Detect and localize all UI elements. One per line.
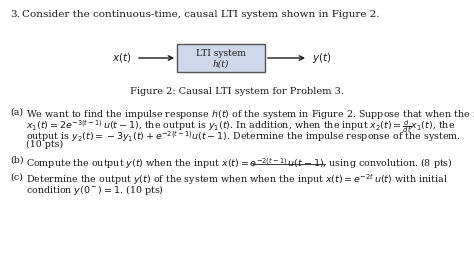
Text: 3.: 3.	[10, 10, 20, 19]
Text: (10 pts): (10 pts)	[26, 140, 63, 149]
Text: $x_1(t) = 2e^{-3(t-1)}\,u(t-1)$, the output is $y_1(t)$. In addition, when the i: $x_1(t) = 2e^{-3(t-1)}\,u(t-1)$, the out…	[26, 119, 455, 135]
Text: h(t): h(t)	[213, 59, 229, 69]
Text: LTI system: LTI system	[196, 49, 246, 59]
Text: Figure 2: Causal LTI system for Problem 3.: Figure 2: Causal LTI system for Problem …	[130, 87, 344, 96]
Text: condition $y(0^-) = 1$. (10 pts): condition $y(0^-) = 1$. (10 pts)	[26, 183, 164, 197]
Text: (b): (b)	[10, 156, 24, 165]
Text: $y(t)$: $y(t)$	[312, 51, 332, 65]
Text: output is $y_2(t) = -3y_1(t) + e^{-2(t-1)}u(t-1)$. Determine the impulse respons: output is $y_2(t) = -3y_1(t) + e^{-2(t-1…	[26, 129, 461, 144]
Text: (c): (c)	[10, 172, 23, 182]
Text: We want to find the impulse response $h(t)$ of the system in Figure 2. Suppose t: We want to find the impulse response $h(…	[26, 108, 474, 121]
Text: Determine the output $y(t)$ of the system when when the input $x(t) = e^{-2t}\,u: Determine the output $y(t)$ of the syste…	[26, 172, 448, 187]
FancyBboxPatch shape	[177, 44, 265, 72]
Text: Consider the continuous-time, causal LTI system shown in Figure 2.: Consider the continuous-time, causal LTI…	[22, 10, 380, 19]
Text: $x(t)$: $x(t)$	[112, 52, 132, 64]
Text: (a): (a)	[10, 108, 23, 117]
Text: Compute the output $y(t)$ when the input $x(t) = e^{-2(t-1)}\,u(t-1)$, using con: Compute the output $y(t)$ when the input…	[26, 156, 453, 171]
